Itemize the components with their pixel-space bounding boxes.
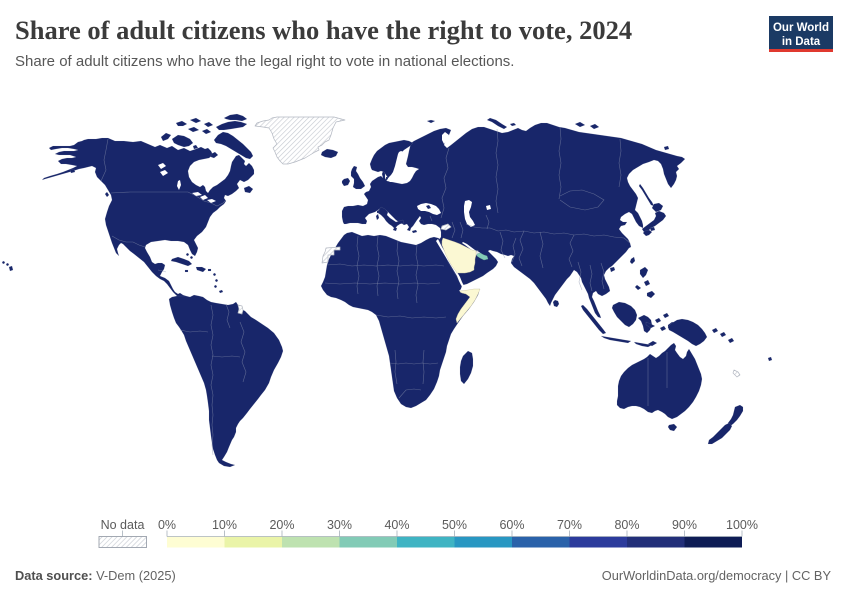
svg-text:No data: No data <box>101 518 145 532</box>
svg-text:100%: 100% <box>726 518 758 532</box>
svg-text:40%: 40% <box>384 518 409 532</box>
svg-text:30%: 30% <box>327 518 352 532</box>
svg-text:10%: 10% <box>212 518 237 532</box>
svg-text:70%: 70% <box>557 518 582 532</box>
svg-text:0%: 0% <box>158 518 176 532</box>
svg-text:90%: 90% <box>672 518 697 532</box>
svg-text:20%: 20% <box>269 518 294 532</box>
svg-text:80%: 80% <box>614 518 639 532</box>
svg-text:60%: 60% <box>499 518 524 532</box>
svg-text:50%: 50% <box>442 518 467 532</box>
